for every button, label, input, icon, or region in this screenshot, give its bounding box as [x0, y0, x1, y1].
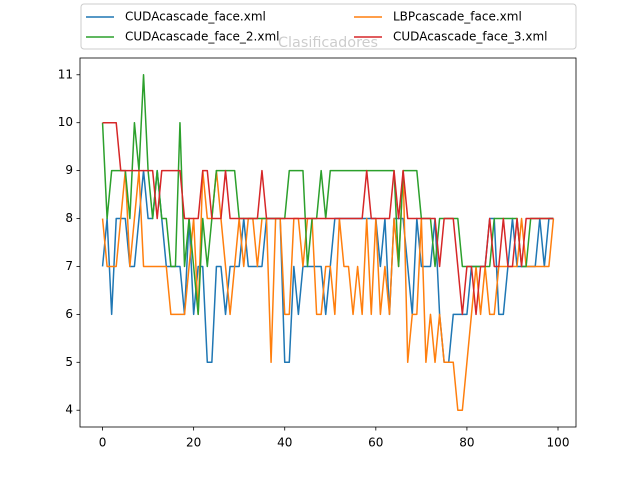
legend-label: CUDAcascade_face_3.xml — [393, 30, 547, 44]
x-tick-label: 20 — [186, 436, 201, 450]
y-tick-label: 9 — [65, 163, 73, 177]
series-line — [101, 74, 554, 316]
legend-label: CUDAcascade_face.xml — [125, 10, 266, 24]
y-tick-label: 4 — [65, 403, 73, 417]
y-tick-label: 8 — [65, 211, 73, 225]
x-tick-label: 40 — [277, 436, 292, 450]
y-tick-label: 7 — [65, 259, 73, 273]
y-tick-label: 11 — [58, 67, 73, 81]
legend-box — [80, 3, 577, 50]
x-tick-label: 0 — [99, 436, 107, 450]
legend-label: LBPcascade_face.xml — [393, 10, 522, 24]
axes-frame — [79, 57, 577, 428]
x-tick-label: 80 — [459, 436, 474, 450]
series-line — [102, 121, 554, 316]
legend-label: CUDAcascade_face_2.xml — [125, 30, 279, 44]
y-tick-label: 10 — [58, 115, 73, 129]
x-tick-label: 100 — [547, 436, 570, 450]
y-tick-label: 5 — [65, 355, 73, 369]
x-tick-label: 60 — [368, 436, 383, 450]
y-tick-label: 6 — [65, 307, 73, 321]
